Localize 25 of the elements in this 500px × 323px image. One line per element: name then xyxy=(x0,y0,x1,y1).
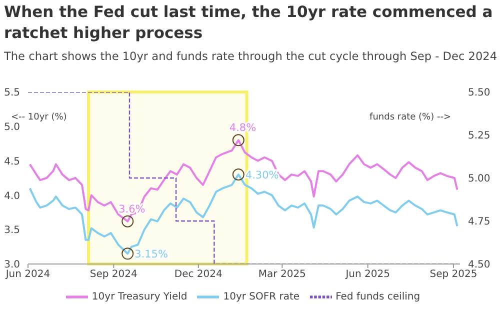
x-tick-label: Sep 2024 xyxy=(90,269,138,280)
y-axis-title: <-- 10yr (%) xyxy=(11,112,67,122)
y2-tick-label: 4.50 xyxy=(468,260,490,271)
chart-subtitle: The chart shows the 10yr and funds rate through the cut cycle through Sep - Dec 2024 xyxy=(4,50,498,63)
x-tick-label: Mar 2025 xyxy=(258,269,306,280)
legend-label: 10yr SOFR rate xyxy=(223,292,300,303)
y2-axis-title: funds rate (%) --> xyxy=(370,112,451,122)
y2-tick-label: 5.50 xyxy=(468,88,490,99)
y2-tick-label: 4.75 xyxy=(468,216,490,228)
y-tick-label: 3.5 xyxy=(4,225,20,236)
y-tick-label: 5.0 xyxy=(4,122,20,133)
x-tick-label: Jun 2024 xyxy=(4,269,50,280)
x-tick-label: Sep 2025 xyxy=(430,269,478,280)
y-tick-label: 4.5 xyxy=(4,156,20,168)
y-tick-label: 3.0 xyxy=(4,260,20,271)
chart-title: When the Fed cut last time, the 10yr rate commenced a ratchet higher process xyxy=(4,2,494,44)
legend-label: 10yr Treasury Yield xyxy=(92,292,188,303)
y2-tick-label: 5.00 xyxy=(468,174,490,185)
annotation: 3.15% xyxy=(134,248,168,261)
x-tick-label: Jun 2025 xyxy=(344,269,390,280)
y2-tick-label: 5.25 xyxy=(468,130,490,142)
legend-label: Fed funds ceiling xyxy=(336,292,420,303)
y-tick-label: 4.0 xyxy=(4,190,20,202)
x-tick-label: Dec 2024 xyxy=(174,269,222,280)
y-tick-label: 5.5 xyxy=(4,88,20,99)
